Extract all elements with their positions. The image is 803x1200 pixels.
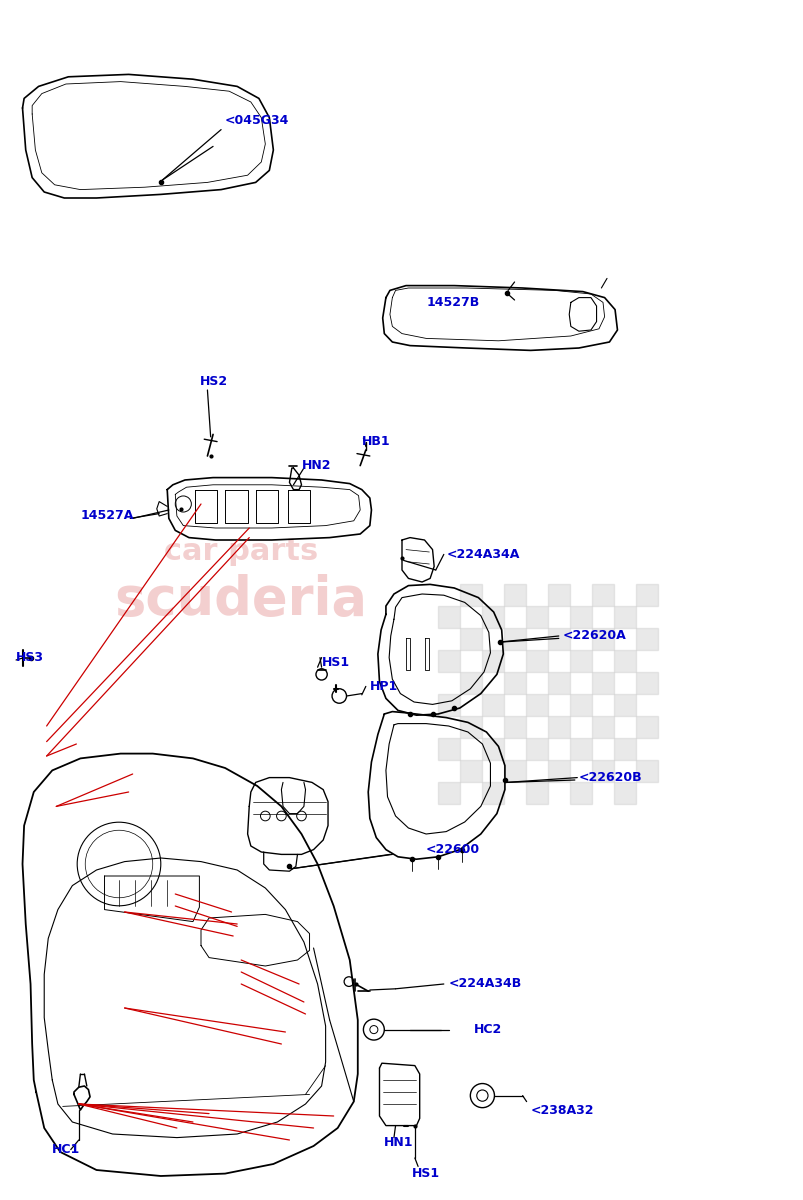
Bar <box>635 760 658 782</box>
Text: HC2: HC2 <box>474 1024 502 1036</box>
Bar <box>438 694 459 716</box>
Text: <22620B: <22620B <box>578 772 642 784</box>
Bar <box>635 584 658 606</box>
Bar <box>438 782 459 804</box>
Text: car parts: car parts <box>164 538 318 566</box>
Bar <box>548 584 569 606</box>
Bar <box>438 738 459 760</box>
Bar <box>592 628 613 650</box>
Bar <box>613 650 635 672</box>
Bar <box>635 672 658 694</box>
Text: <224A34A: <224A34A <box>446 548 519 560</box>
Bar <box>482 650 503 672</box>
Text: HC1: HC1 <box>52 1144 80 1156</box>
Bar <box>592 672 613 694</box>
Bar <box>569 782 592 804</box>
Bar <box>592 760 613 782</box>
Bar <box>459 628 482 650</box>
Bar <box>613 738 635 760</box>
Bar <box>592 716 613 738</box>
Text: HS3: HS3 <box>16 652 44 664</box>
Bar <box>548 628 569 650</box>
Bar <box>482 694 503 716</box>
Bar <box>459 672 482 694</box>
Bar <box>635 628 658 650</box>
Text: HS1: HS1 <box>321 656 349 668</box>
Bar <box>569 650 592 672</box>
Text: HP1: HP1 <box>369 680 397 692</box>
Bar <box>503 584 525 606</box>
Text: <22600: <22600 <box>426 844 479 856</box>
Bar <box>569 738 592 760</box>
Text: <238A32: <238A32 <box>530 1104 593 1116</box>
Bar <box>438 606 459 628</box>
Text: 14527B: 14527B <box>426 296 479 308</box>
Bar <box>525 650 548 672</box>
Bar <box>613 606 635 628</box>
Bar <box>482 782 503 804</box>
Text: 14527A: 14527A <box>80 510 133 522</box>
Bar <box>503 672 525 694</box>
Bar <box>459 760 482 782</box>
Bar <box>592 584 613 606</box>
Bar <box>613 782 635 804</box>
Text: <045G34: <045G34 <box>225 114 289 126</box>
Bar <box>459 584 482 606</box>
Bar <box>459 716 482 738</box>
Bar <box>482 738 503 760</box>
Bar <box>525 606 548 628</box>
Text: HS1: HS1 <box>412 1168 439 1180</box>
Bar <box>525 738 548 760</box>
Bar <box>548 672 569 694</box>
Bar <box>613 694 635 716</box>
Bar <box>503 760 525 782</box>
Bar <box>482 606 503 628</box>
Bar <box>438 650 459 672</box>
Text: HS2: HS2 <box>199 376 227 388</box>
Text: scuderia: scuderia <box>115 574 367 626</box>
Bar <box>503 716 525 738</box>
Bar <box>503 628 525 650</box>
Text: <224A34B: <224A34B <box>448 978 521 990</box>
Bar <box>548 760 569 782</box>
Text: HN1: HN1 <box>384 1136 414 1148</box>
Text: <22620A: <22620A <box>562 630 626 642</box>
Bar <box>525 782 548 804</box>
Bar <box>569 606 592 628</box>
Bar <box>525 694 548 716</box>
Bar <box>635 716 658 738</box>
Text: HN2: HN2 <box>301 460 331 472</box>
Bar <box>548 716 569 738</box>
Bar <box>569 694 592 716</box>
Text: HB1: HB1 <box>361 436 390 448</box>
